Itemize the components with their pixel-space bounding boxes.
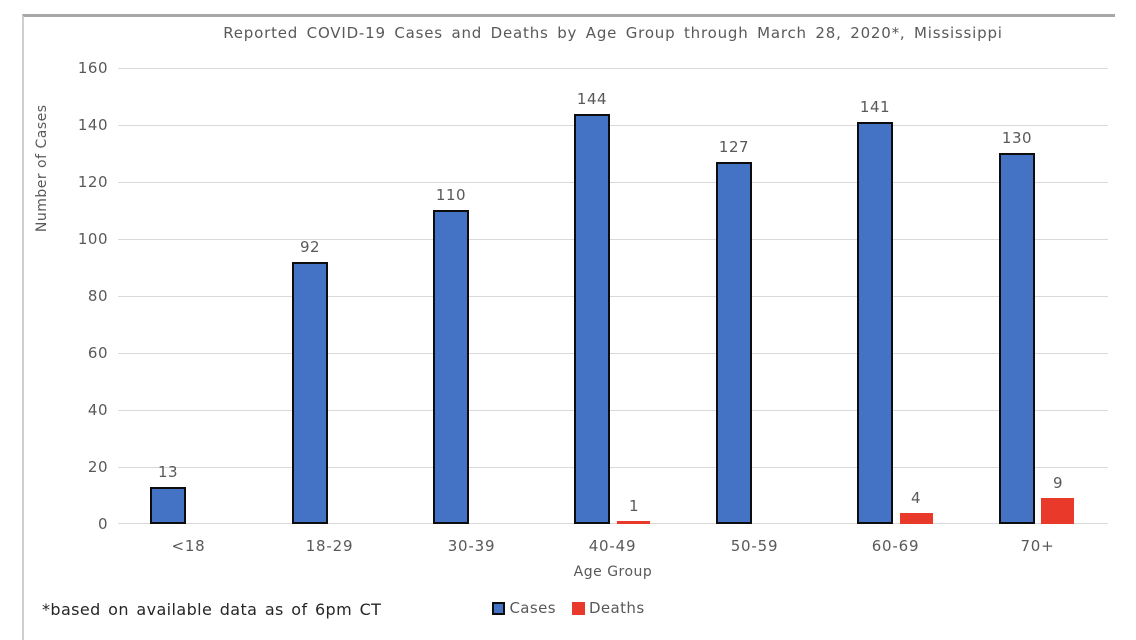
gridline: [118, 239, 1108, 240]
cases-value-label: 13: [157, 463, 179, 481]
chart-title: Reported COVID-19 Cases and Deaths by Ag…: [223, 24, 1003, 42]
x-tick-label-60-69: 60-69: [871, 537, 920, 555]
x-tick-label-40-49: 40-49: [588, 537, 637, 555]
gridline: [118, 410, 1108, 411]
x-tick-label-lt18: <18: [171, 537, 206, 555]
y-tick-label: 100: [77, 230, 108, 248]
cases-value-label: 130: [1001, 129, 1033, 147]
cases-bar-lt18: [150, 487, 186, 524]
legend-item-deaths: Deaths: [571, 599, 645, 617]
cases-legend-swatch: [492, 601, 506, 615]
gridline: [118, 523, 1108, 524]
x-axis-title: Age Group: [573, 564, 653, 580]
deaths-legend-swatch: [571, 601, 585, 615]
gridline: [118, 125, 1108, 126]
gridline: [118, 182, 1108, 183]
y-tick-label: 120: [77, 173, 108, 191]
deaths-legend-label: Deaths: [588, 599, 645, 617]
deaths-value-label: 4: [910, 489, 922, 507]
y-tick-label: 60: [87, 344, 108, 362]
cases-bar-60-69: [857, 122, 893, 524]
deaths-bar-70plus: [1041, 498, 1074, 524]
y-tick-label: 80: [87, 287, 108, 305]
y-tick-label: 160: [77, 59, 108, 77]
footnote: *based on available data as of 6pm CT: [42, 600, 382, 619]
x-tick-label-50-59: 50-59: [730, 537, 779, 555]
cases-bar-40-49: [574, 114, 610, 524]
y-tick-label: 140: [77, 116, 108, 134]
y-tick-label: 20: [87, 458, 108, 476]
plot-area: 13 92 110 144 127 141 130 1 4 9: [118, 68, 1108, 524]
chart-frame: [22, 14, 1115, 640]
cases-value-label: 110: [435, 186, 467, 204]
cases-value-label: 144: [576, 90, 608, 108]
gridline: [118, 467, 1108, 468]
cases-legend-label: Cases: [509, 599, 556, 617]
cases-value-label: 141: [859, 98, 891, 116]
gridline: [118, 68, 1108, 69]
cases-bar-18-29: [292, 262, 328, 524]
gridline: [118, 353, 1108, 354]
x-tick-label-70plus: 70+: [1020, 537, 1055, 555]
cases-value-label: 92: [299, 238, 321, 256]
legend: Cases Deaths: [22, 599, 1115, 617]
cases-bar-70plus: [999, 153, 1035, 524]
x-tick-label-18-29: 18-29: [305, 537, 354, 555]
gridline: [118, 296, 1108, 297]
deaths-value-label: 9: [1052, 474, 1064, 492]
deaths-bar-40-49: [617, 521, 650, 524]
x-tick-label-30-39: 30-39: [447, 537, 496, 555]
deaths-value-label: 1: [628, 497, 640, 515]
y-tick-label: 0: [97, 515, 108, 533]
y-tick-label: 40: [87, 401, 108, 419]
cases-bar-50-59: [716, 162, 752, 524]
legend-item-cases: Cases: [492, 599, 556, 617]
cases-value-label: 127: [718, 138, 750, 156]
deaths-bar-60-69: [900, 513, 933, 524]
cases-bar-30-39: [433, 210, 469, 524]
